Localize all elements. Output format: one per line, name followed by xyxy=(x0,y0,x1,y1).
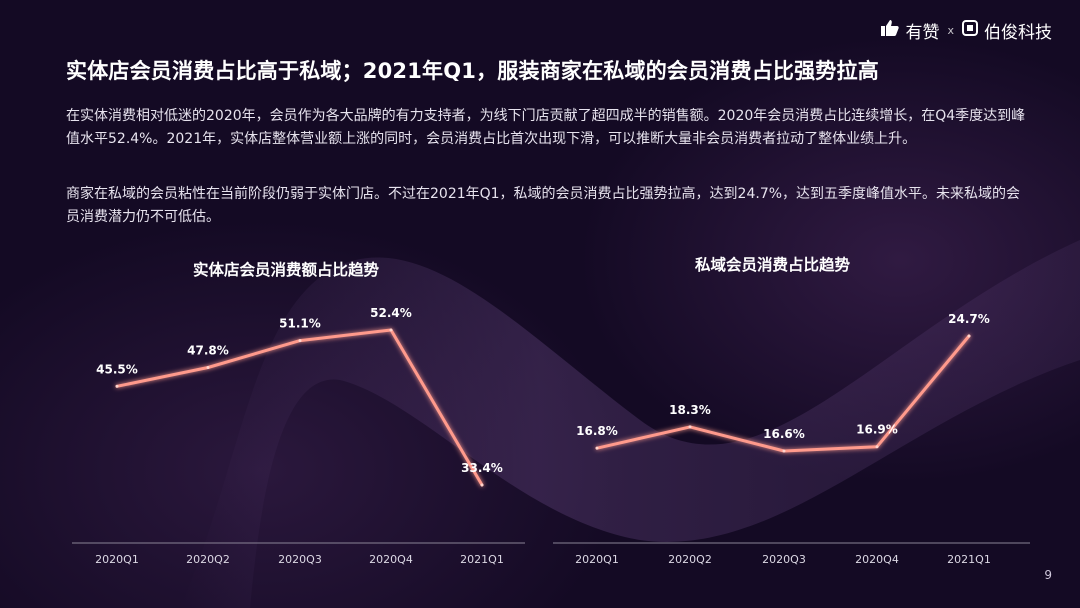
chart-1-tick-label: 2021Q1 xyxy=(460,553,504,566)
chart-2-data-label: 16.9% xyxy=(856,423,898,437)
bojun-logo-icon xyxy=(962,20,978,41)
chart-2-point xyxy=(967,334,971,338)
chart-2-title: 私域会员消费占比趋势 xyxy=(695,256,851,274)
brand-separator: x xyxy=(947,24,954,37)
chart-1-series-line xyxy=(115,328,484,487)
chart-2-data-label: 16.8% xyxy=(576,424,618,438)
chart-2-tick-label: 2021Q1 xyxy=(947,553,991,566)
chart-2-tick-label: 2020Q1 xyxy=(575,553,619,566)
chart-2-tick-label: 2020Q4 xyxy=(855,553,899,566)
brand-youzan: 有赞 xyxy=(905,23,940,43)
chart-1-data-label: 52.4% xyxy=(370,306,412,320)
chart-1-tick-label: 2020Q4 xyxy=(369,553,413,566)
chart-2-point xyxy=(782,449,786,453)
chart-1-point xyxy=(206,366,210,370)
chart-1-data-label: 33.4% xyxy=(461,461,503,475)
thumbs-up-icon xyxy=(881,20,900,41)
brand-bojun: 伯俊科技 xyxy=(984,23,1052,43)
chart-2-tick-label: 2020Q2 xyxy=(668,553,712,566)
chart-2-point xyxy=(688,425,692,429)
chart-2-point xyxy=(595,446,599,450)
chart-1-data-label: 47.8% xyxy=(187,344,229,358)
brand-logos: 有赞 x 伯俊科技 xyxy=(881,18,1052,43)
page-title: 实体店会员消费占比高于私域；2021年Q1，服装商家在私域的会员消费占比强势拉高 xyxy=(66,59,879,83)
chart-1-point xyxy=(298,339,302,343)
chart-1-title: 实体店会员消费额占比趋势 xyxy=(193,261,380,279)
page-number: 9 xyxy=(1044,568,1052,582)
chart-1-point xyxy=(480,483,484,487)
chart-1-point xyxy=(115,384,119,388)
paragraph-1: 在实体消费相对低迷的2020年，会员作为各大品牌的有力支持者，为线下门店贡献了超… xyxy=(66,108,1026,147)
chart-2-data-label: 16.6% xyxy=(763,427,805,441)
paragraph-2: 商家在私域的会员粘性在当前阶段仍弱于实体门店。不过在2021年Q1，私域的会员消… xyxy=(66,186,1021,225)
chart-2-point xyxy=(875,445,879,449)
chart-2-data-label: 24.7% xyxy=(948,312,990,326)
chart-2-tick-label: 2020Q3 xyxy=(762,553,806,566)
chart-1-tick-label: 2020Q3 xyxy=(278,553,322,566)
chart-2-data-label: 18.3% xyxy=(669,403,711,417)
chart-1-tick-label: 2020Q1 xyxy=(95,553,139,566)
chart-1-tick-label: 2020Q2 xyxy=(186,553,230,566)
chart-1-data-label: 51.1% xyxy=(279,317,321,331)
chart-1-point xyxy=(389,328,393,332)
chart-1-data-label: 45.5% xyxy=(96,362,138,376)
